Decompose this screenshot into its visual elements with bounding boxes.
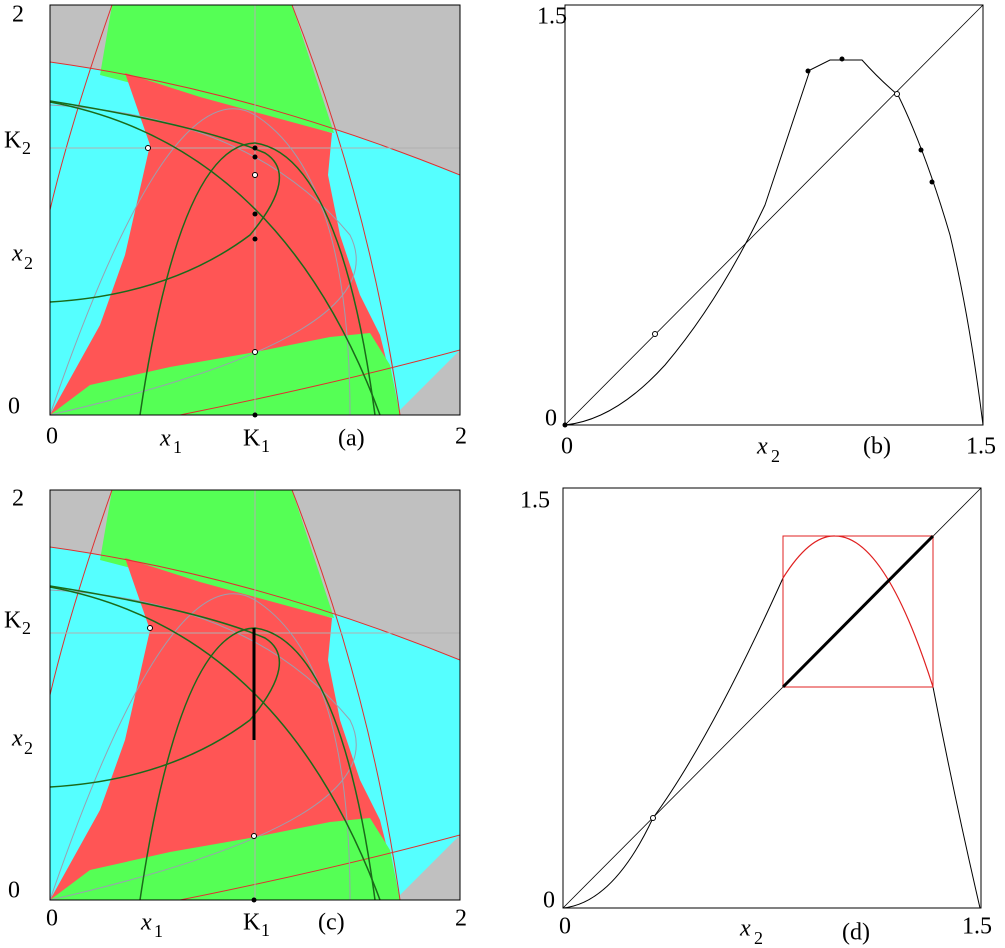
x-ref: K [243,910,261,936]
y-max: 1.5 [537,4,567,30]
x-ref: K [243,426,261,452]
y-min: 0 [545,406,557,432]
x-ref-sub: 1 [261,920,270,940]
y-max: 2 [12,486,24,512]
y-min: 0 [543,888,555,914]
y-ref-sub: 2 [22,618,31,638]
y-var: x [11,726,23,752]
points [562,56,935,428]
x-max: 1.5 [966,434,996,460]
y-max: 1.5 [520,488,550,514]
x-ref-sub: 1 [261,436,270,456]
x-var-sub: 2 [754,928,763,948]
x-var: x [739,916,751,942]
x-min: 0 [46,424,58,450]
panel-letter: (c) [318,910,345,936]
points [145,145,258,418]
y-ref-sub: 2 [22,138,31,158]
panel-letter: (a) [338,426,365,452]
map-curve [562,577,784,909]
y-max: 2 [12,2,24,28]
panel-letter: (b) [863,434,891,460]
x-min: 0 [561,434,573,460]
x-max: 1.5 [962,914,992,940]
points [147,625,257,903]
panel-letter: (d) [842,920,870,946]
segment [781,534,935,689]
x-max: 2 [455,424,467,450]
y-min: 0 [8,878,20,904]
x-min: 0 [559,914,571,940]
y-ref: K [4,128,22,154]
invariant-box [782,535,934,688]
map-curve [932,686,981,909]
y-var: x [11,241,23,267]
x-var: x [159,426,171,452]
y-min: 0 [8,394,20,420]
y-var-sub: 2 [24,253,33,273]
map-plot [564,4,984,426]
point [650,815,656,821]
x-max: 2 [455,906,467,932]
y-var-sub: 2 [24,738,33,758]
x-var-sub: 2 [771,446,780,466]
x-var: x [140,910,152,936]
y-ref: K [4,608,22,634]
map-curve-restricted [782,535,934,688]
x-var: x [756,434,768,460]
x-var-sub: 1 [154,921,163,941]
x-min: 0 [46,906,58,932]
x-var-sub: 1 [173,437,182,457]
